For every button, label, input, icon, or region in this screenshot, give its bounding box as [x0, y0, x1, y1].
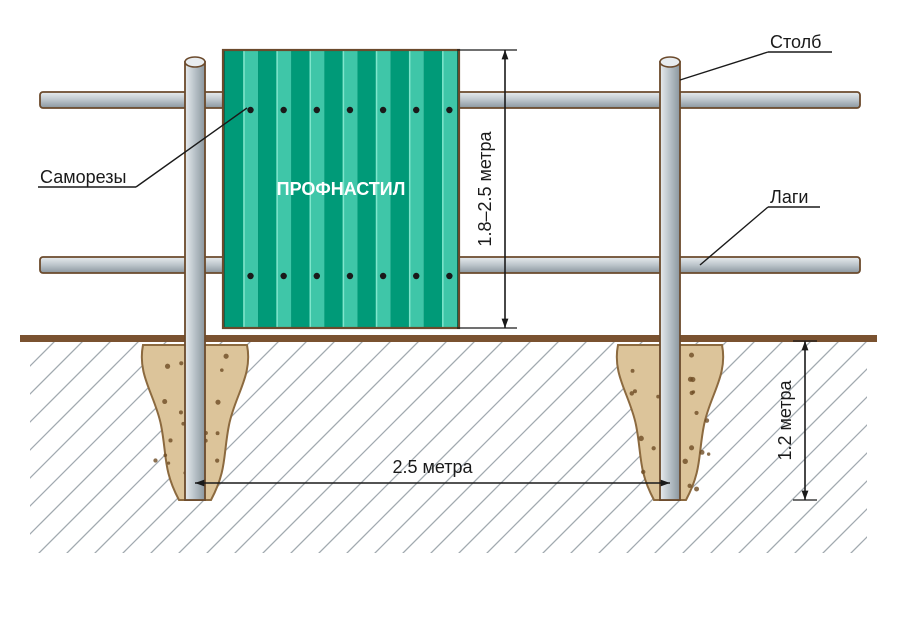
sheet-label: ПРОФНАСТИЛ	[277, 179, 406, 199]
corrugated-sheet: ПРОФНАСТИЛ	[223, 50, 459, 328]
dimension-depth: 1.2 метра	[775, 341, 817, 500]
ground-hatch	[0, 340, 897, 640]
screw-dot	[347, 273, 353, 279]
screw-dot	[446, 107, 452, 113]
screw-dot	[380, 107, 386, 113]
callout-post: Столб	[680, 32, 832, 80]
screw-dot	[413, 107, 419, 113]
screw-dot	[314, 107, 320, 113]
callout-rails-label: Лаги	[770, 187, 808, 207]
dimension-spacing: 2.5 метра	[195, 457, 670, 486]
post	[185, 57, 205, 500]
fence-diagram: ПРОФНАСТИЛ 1.8–2.5 метра 2.5 метра 1.2 метр…	[0, 0, 897, 641]
screw-dot	[446, 273, 452, 279]
screw-dot	[347, 107, 353, 113]
callout-post-label: Столб	[770, 32, 821, 52]
screw-dot	[247, 107, 253, 113]
callout-rails: Лаги	[700, 187, 820, 265]
ground-line	[20, 335, 877, 342]
screw-dot	[380, 273, 386, 279]
callout-screws-label: Саморезы	[40, 167, 126, 187]
screw-dot	[280, 273, 286, 279]
screw-dot	[247, 273, 253, 279]
dimension-spacing-label: 2.5 метра	[392, 457, 473, 477]
screw-dot	[314, 273, 320, 279]
callout-screws: Саморезы	[38, 108, 247, 187]
post	[660, 57, 680, 500]
dimension-depth-label: 1.2 метра	[775, 379, 795, 460]
screw-dot	[280, 107, 286, 113]
dimension-height-label: 1.8–2.5 метра	[475, 130, 495, 246]
screw-dot	[413, 273, 419, 279]
